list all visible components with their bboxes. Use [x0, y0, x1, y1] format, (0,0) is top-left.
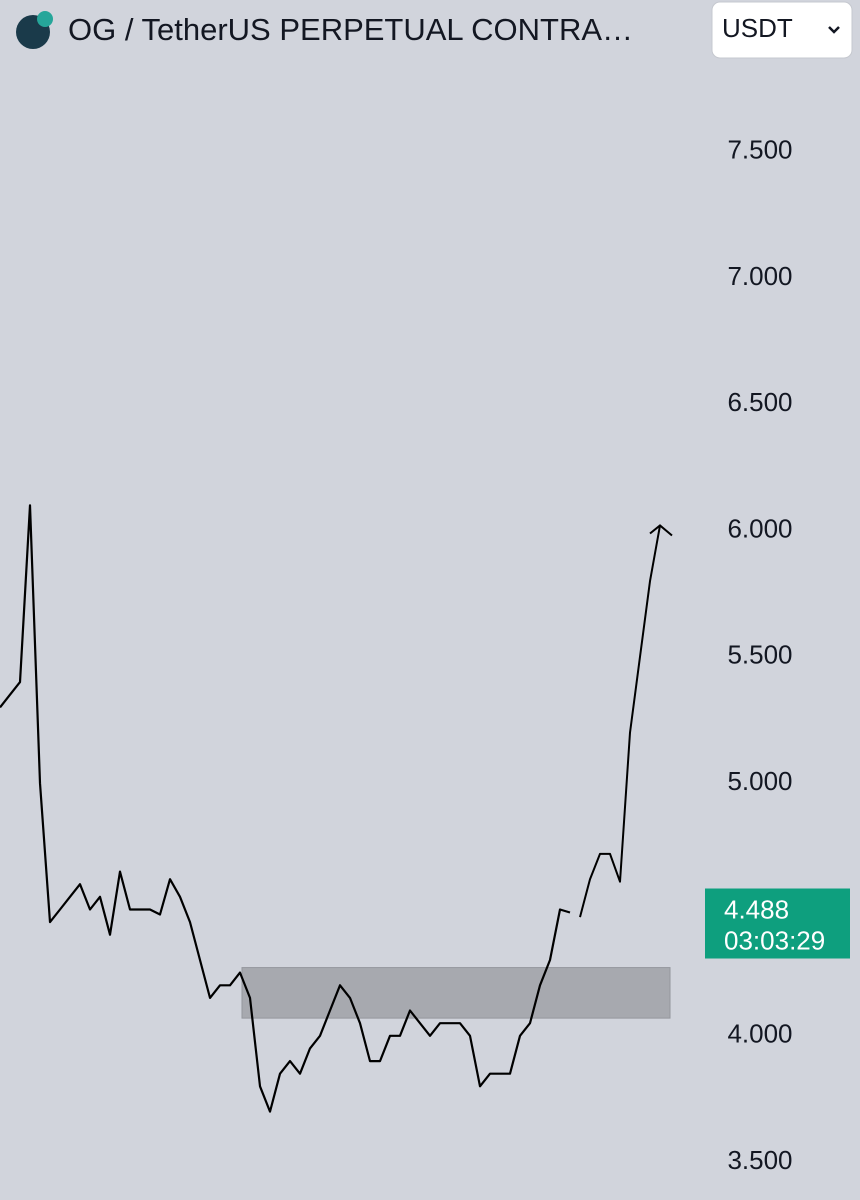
price-tag	[705, 888, 850, 959]
symbol-logo	[16, 11, 53, 49]
price-tag-value: 4.488	[724, 894, 789, 924]
support-zone	[241, 967, 671, 1019]
price-tag-countdown: 03:03:29	[724, 925, 825, 955]
y-tick-label: 5.000	[727, 766, 792, 796]
price-line	[0, 504, 571, 1113]
projection-arrowhead	[649, 524, 673, 537]
y-tick-label: 4.000	[727, 1019, 792, 1049]
y-tick-label: 7.000	[727, 261, 792, 291]
y-tick-label: 3.500	[727, 1145, 792, 1175]
select-caret[interactable]	[828, 26, 840, 34]
y-tick-label: 7.500	[727, 134, 792, 164]
y-tick-label: 6.500	[727, 387, 792, 417]
select-value[interactable]: USDT	[722, 13, 793, 43]
chart-title: OG / TetherUS PERPETUAL CONTRA…	[68, 12, 633, 47]
select-box[interactable]	[711, 1, 853, 59]
y-tick-label: 6.000	[727, 513, 792, 543]
y-tick-label: 5.500	[727, 640, 792, 670]
projection-line	[579, 525, 661, 918]
currency-select[interactable]: USDT	[711, 1, 853, 59]
